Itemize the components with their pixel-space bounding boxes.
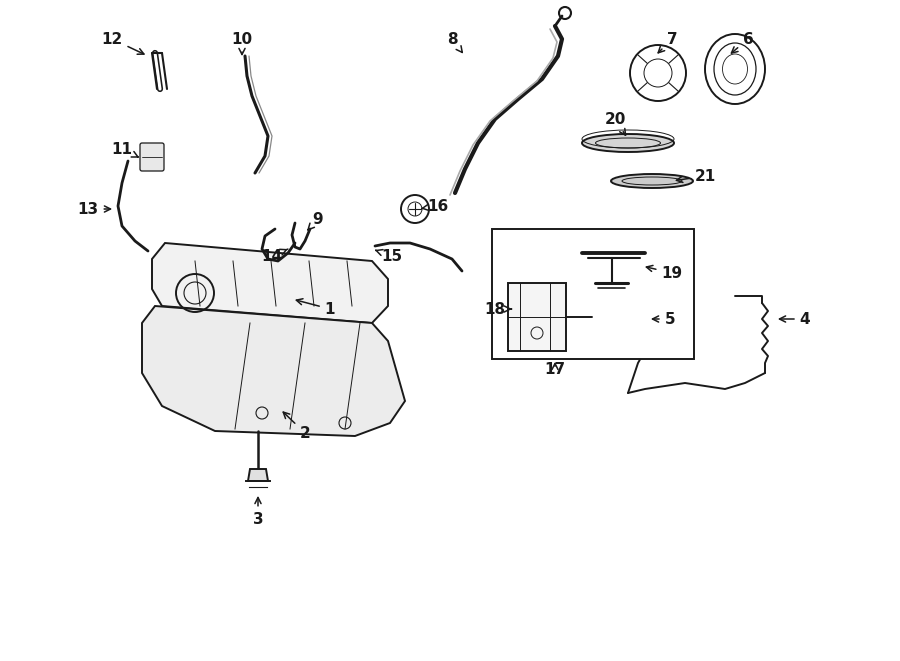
Circle shape (401, 195, 429, 223)
Text: 4: 4 (779, 311, 810, 327)
Circle shape (408, 202, 422, 216)
Text: 16: 16 (422, 198, 448, 214)
Ellipse shape (723, 54, 748, 84)
Circle shape (644, 59, 672, 87)
Text: 21: 21 (677, 169, 716, 184)
Text: 7: 7 (658, 32, 678, 53)
Bar (508, 283, 566, 351)
Text: 12: 12 (102, 32, 144, 54)
Text: 1: 1 (296, 299, 335, 317)
Text: 6: 6 (732, 32, 753, 53)
Text: 2: 2 (284, 412, 310, 440)
Text: 10: 10 (231, 32, 253, 54)
Ellipse shape (582, 134, 674, 152)
Text: 18: 18 (484, 301, 511, 317)
Text: 11: 11 (112, 141, 139, 157)
Ellipse shape (705, 34, 765, 104)
Polygon shape (152, 243, 388, 323)
Text: 20: 20 (604, 112, 626, 136)
Bar (492, 229, 694, 359)
Text: 17: 17 (544, 362, 565, 377)
Text: 3: 3 (253, 498, 264, 527)
Ellipse shape (611, 174, 693, 188)
Text: 15: 15 (375, 249, 402, 264)
Ellipse shape (714, 43, 756, 95)
Polygon shape (248, 469, 268, 481)
Text: 19: 19 (646, 266, 682, 280)
Text: 9: 9 (308, 212, 323, 230)
Text: 5: 5 (652, 311, 675, 327)
Text: 13: 13 (77, 202, 111, 217)
FancyBboxPatch shape (140, 143, 164, 171)
Text: 14: 14 (261, 249, 288, 264)
Polygon shape (142, 306, 405, 436)
Text: 8: 8 (446, 32, 463, 52)
Circle shape (630, 45, 686, 101)
